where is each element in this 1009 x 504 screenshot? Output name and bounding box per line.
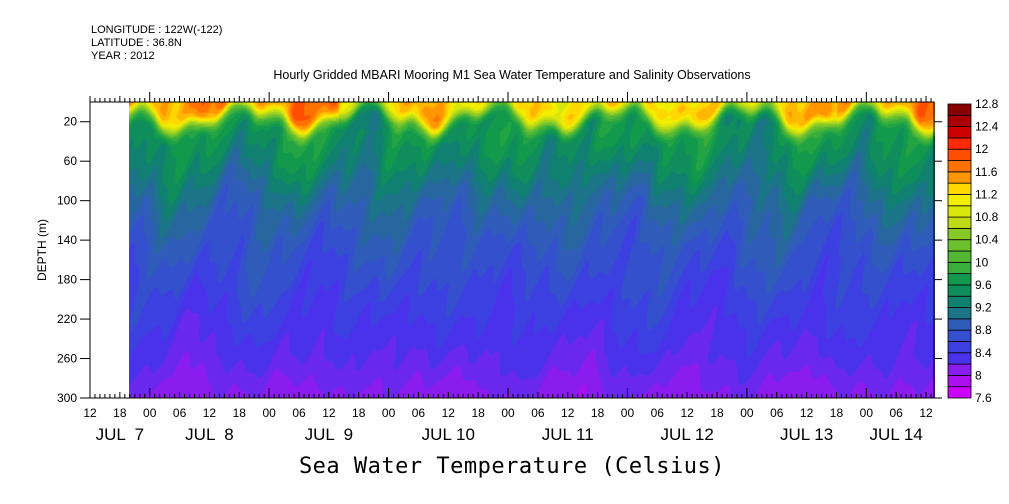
x-hour-label: 06 bbox=[531, 406, 545, 420]
x-date-label: JUL 12 bbox=[661, 425, 714, 444]
x-hour-label: 12 bbox=[442, 406, 456, 420]
colorbar-swatch bbox=[947, 295, 972, 308]
colorbar-swatch bbox=[947, 250, 972, 263]
x-hour-label: 18 bbox=[830, 406, 844, 420]
colorbar-swatch bbox=[947, 103, 972, 116]
colorbar-swatch bbox=[947, 273, 972, 286]
colorbar-swatch bbox=[947, 318, 972, 331]
x-hour-label: 12 bbox=[919, 406, 933, 420]
colorbar-swatch bbox=[947, 194, 972, 207]
y-tick-label: 140 bbox=[57, 233, 77, 247]
x-date-label: JUL 8 bbox=[185, 425, 234, 444]
x-hour-label: 00 bbox=[143, 406, 157, 420]
x-hour-label: 18 bbox=[233, 406, 247, 420]
chart-title: Hourly Gridded MBARI Mooring M1 Sea Wate… bbox=[273, 68, 751, 82]
x-hour-label: 18 bbox=[352, 406, 366, 420]
colorbar-swatch bbox=[947, 352, 972, 365]
x-hour-label: 12 bbox=[680, 406, 694, 420]
x-hour-label: 12 bbox=[800, 406, 814, 420]
x-hour-label: 00 bbox=[621, 406, 635, 420]
colorbar-label: 12.8 bbox=[975, 97, 999, 111]
colorbar-label: 8.4 bbox=[975, 346, 992, 360]
colorbar-swatch bbox=[947, 341, 972, 354]
colorbar-swatch bbox=[947, 114, 972, 128]
colorbar-swatch bbox=[947, 363, 972, 376]
colorbar-label: 7.6 bbox=[975, 391, 992, 405]
x-hour-label: 12 bbox=[83, 406, 97, 420]
x-date-label: JUL 11 bbox=[542, 425, 594, 444]
x-hour-label: 18 bbox=[591, 406, 605, 420]
latitude-label: LATITUDE : 36.8N bbox=[91, 37, 182, 49]
x-hour-label: 00 bbox=[860, 406, 874, 420]
colorbar-label: 10.8 bbox=[975, 210, 999, 224]
x-hour-label: 06 bbox=[651, 406, 665, 420]
colorbar-swatch bbox=[947, 171, 972, 184]
y-tick-label: 220 bbox=[57, 312, 77, 326]
x-date-label: JUL 7 bbox=[96, 425, 145, 444]
colorbar-label: 8 bbox=[975, 368, 982, 382]
colorbar-swatch bbox=[947, 216, 972, 229]
colorbar-swatch bbox=[947, 239, 972, 252]
x-hour-label: 12 bbox=[322, 406, 336, 420]
year-label: YEAR : 2012 bbox=[91, 50, 155, 62]
colorbar-swatch bbox=[947, 374, 972, 388]
colorbar-label: 11.6 bbox=[975, 165, 998, 179]
x-date-label: JUL 14 bbox=[870, 425, 923, 444]
colorbar-swatch bbox=[947, 148, 972, 161]
x-hour-label: 18 bbox=[471, 406, 485, 420]
colorbar-swatch bbox=[947, 261, 972, 275]
x-date-label: JUL 10 bbox=[422, 425, 475, 444]
x-hour-label: 00 bbox=[501, 406, 515, 420]
y-tick-label: 260 bbox=[57, 352, 77, 366]
y-tick-label: 100 bbox=[57, 194, 77, 208]
colorbar-label: 9.2 bbox=[975, 301, 992, 315]
temperature-contour-field bbox=[129, 102, 935, 398]
longitude-label: LONGITUDE : 122W(-122) bbox=[91, 24, 223, 36]
x-hour-label: 06 bbox=[412, 406, 426, 420]
x-hour-label: 06 bbox=[770, 406, 784, 420]
colorbar-swatch bbox=[947, 284, 972, 297]
colorbar-label: 10 bbox=[975, 255, 989, 269]
colorbar-label: 12.4 bbox=[975, 120, 999, 134]
x-hour-label: 12 bbox=[561, 406, 575, 420]
colorbar-swatch bbox=[947, 160, 972, 173]
x-hour-label: 06 bbox=[889, 406, 903, 420]
colorbar-swatch bbox=[947, 182, 972, 195]
x-hour-label: 06 bbox=[292, 406, 306, 420]
y-tick-label: 300 bbox=[57, 391, 77, 405]
x-date-label: JUL 13 bbox=[780, 425, 833, 444]
plot-frame bbox=[89, 101, 935, 399]
colorbar-label: 9.6 bbox=[975, 278, 992, 292]
colorbar-swatch bbox=[947, 307, 972, 320]
colorbar-label: 8.8 bbox=[975, 323, 992, 337]
x-hour-label: 12 bbox=[203, 406, 217, 420]
colorbar-swatch bbox=[947, 386, 972, 399]
colorbar-title: Sea Water Temperature (Celsius) bbox=[298, 454, 726, 479]
colorbar-label: 10.4 bbox=[975, 233, 999, 247]
colorbar-label: 12 bbox=[975, 142, 989, 156]
x-date-label: JUL 9 bbox=[305, 425, 354, 444]
x-hour-label: 18 bbox=[113, 406, 127, 420]
y-tick-label: 180 bbox=[57, 273, 77, 287]
x-hour-label: 00 bbox=[262, 406, 276, 420]
colorbar-swatch bbox=[947, 227, 972, 241]
y-tick-label: 20 bbox=[64, 115, 78, 129]
x-hour-label: 06 bbox=[173, 406, 187, 420]
x-hour-label: 00 bbox=[382, 406, 396, 420]
x-hour-label: 00 bbox=[740, 406, 754, 420]
colorbar-swatch bbox=[947, 329, 972, 342]
colorbar-swatch bbox=[947, 137, 972, 150]
x-hour-label: 18 bbox=[710, 406, 724, 420]
colorbar-label: 11.2 bbox=[975, 187, 998, 201]
colorbar-swatch bbox=[947, 126, 972, 139]
y-tick-label: 60 bbox=[64, 154, 78, 168]
colorbar-swatch bbox=[947, 205, 972, 218]
